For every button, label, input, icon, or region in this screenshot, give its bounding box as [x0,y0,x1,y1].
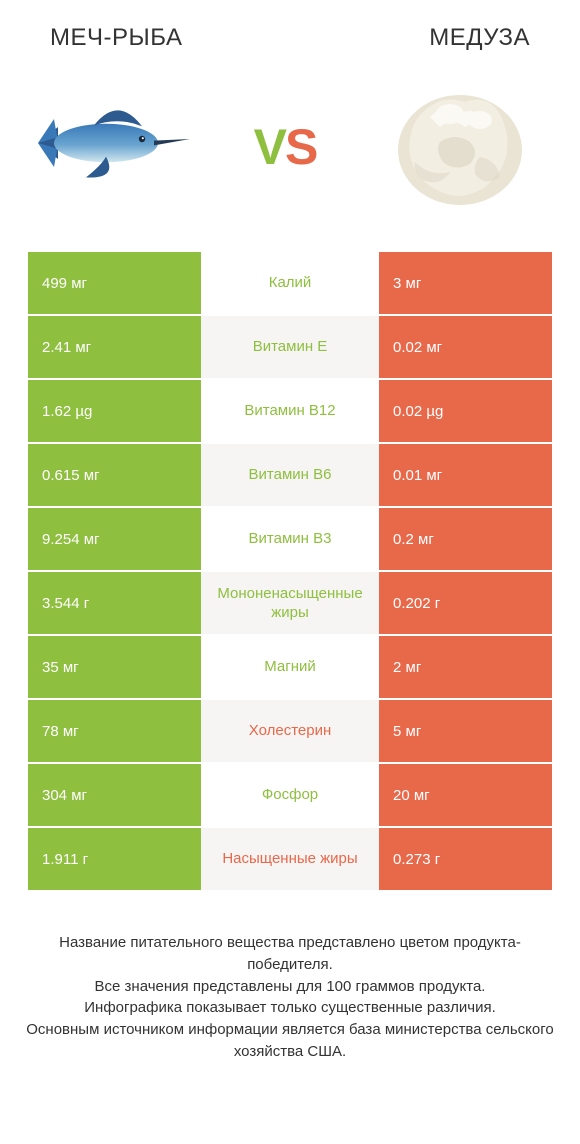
value-left: 1.911 г [28,828,201,890]
footer-line: Все значения представлены для 100 граммо… [24,976,556,998]
vs-v: V [254,119,285,175]
title-right: МЕДУЗА [429,24,530,52]
nutrient-label: Мононенасыщенные жиры [201,572,379,634]
nutrient-label: Калий [201,252,379,314]
nutrient-label: Витамин B12 [201,380,379,442]
value-left: 9.254 мг [28,508,201,570]
table-row: 0.615 мгВитамин B60.01 мг [28,444,552,506]
infographic-container: МЕЧ-РЫБА МЕДУЗА [0,0,580,1144]
value-left: 78 мг [28,700,201,762]
nutrient-label: Магний [201,636,379,698]
nutrient-label: Насыщенные жиры [201,828,379,890]
value-right: 3 мг [379,252,552,314]
value-right: 0.02 мг [379,316,552,378]
value-right: 5 мг [379,700,552,762]
table-row: 1.62 µgВитамин B120.02 µg [28,380,552,442]
table-row: 2.41 мгВитамин E0.02 мг [28,316,552,378]
value-right: 2 мг [379,636,552,698]
vs-s: S [285,119,316,175]
nutrient-label: Холестерин [201,700,379,762]
vs-row: VS [0,62,580,252]
table-row: 1.911 гНасыщенные жиры0.273 г [28,828,552,890]
value-left: 35 мг [28,636,201,698]
footer-line: Название питательного вещества представл… [24,932,556,976]
footer-notes: Название питательного вещества представл… [0,892,580,1063]
table-row: 3.544 гМононенасыщенные жиры0.202 г [28,572,552,634]
nutrient-label: Витамин B6 [201,444,379,506]
table-row: 9.254 мгВитамин B30.2 мг [28,508,552,570]
footer-line: Инфографика показывает только существенн… [24,997,556,1019]
nutrient-label: Витамин E [201,316,379,378]
table-row: 35 мгМагний2 мг [28,636,552,698]
vs-label: VS [254,118,317,176]
comparison-table: 499 мгКалий3 мг2.41 мгВитамин E0.02 мг1.… [0,252,580,892]
table-row: 78 мгХолестерин5 мг [28,700,552,762]
value-right: 20 мг [379,764,552,826]
value-left: 499 мг [28,252,201,314]
table-row: 499 мгКалий3 мг [28,252,552,314]
value-left: 1.62 µg [28,380,201,442]
value-left: 304 мг [28,764,201,826]
swordfish-image [30,72,190,222]
jellyfish-image [380,72,540,222]
value-right: 0.02 µg [379,380,552,442]
nutrient-label: Витамин B3 [201,508,379,570]
value-right: 0.01 мг [379,444,552,506]
table-row: 304 мгФосфор20 мг [28,764,552,826]
title-left: МЕЧ-РЫБА [50,24,182,52]
value-left: 2.41 мг [28,316,201,378]
nutrient-label: Фосфор [201,764,379,826]
titles-row: МЕЧ-РЫБА МЕДУЗА [0,0,580,62]
footer-line: Основным источником информации является … [24,1019,556,1063]
value-right: 0.273 г [379,828,552,890]
value-left: 3.544 г [28,572,201,634]
value-right: 0.202 г [379,572,552,634]
value-right: 0.2 мг [379,508,552,570]
value-left: 0.615 мг [28,444,201,506]
